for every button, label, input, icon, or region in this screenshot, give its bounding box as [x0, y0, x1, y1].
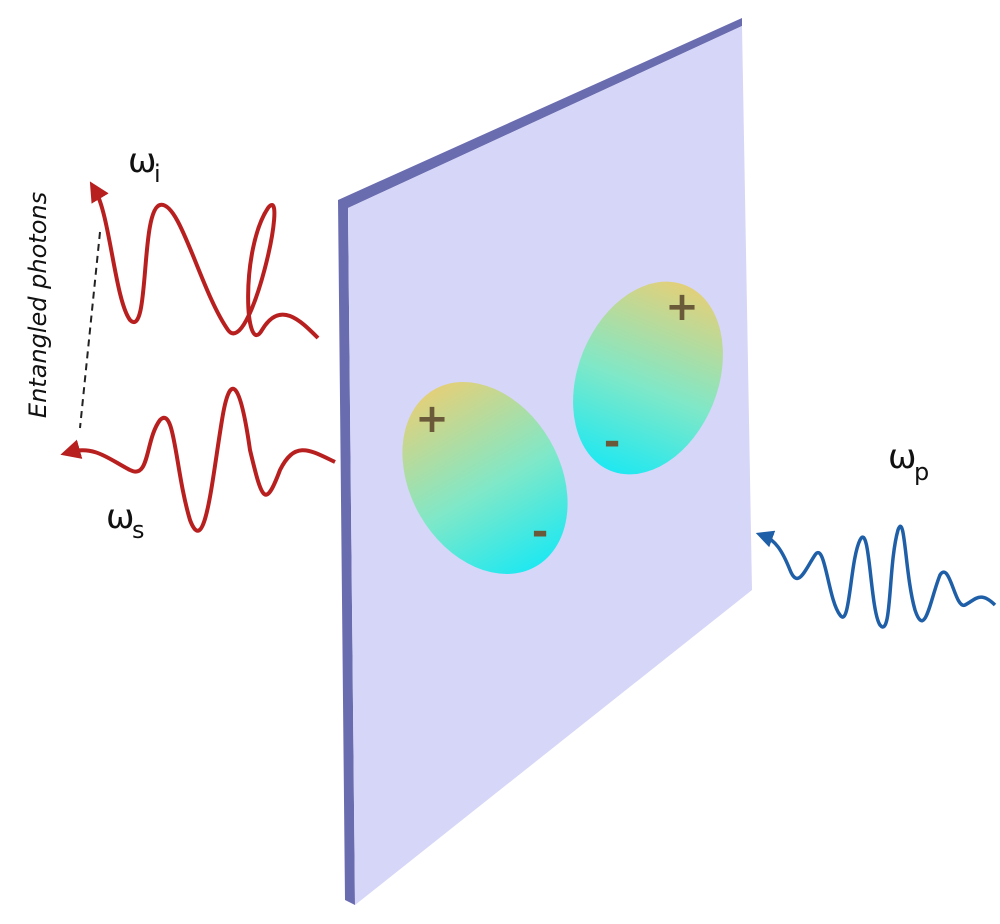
- subscript: p: [914, 458, 929, 486]
- subscript: i: [154, 160, 161, 188]
- plus-sign: +: [665, 284, 699, 330]
- entangled-label: Entangled photons: [24, 192, 52, 418]
- idler-wave: [89, 181, 320, 340]
- subscript: s: [132, 516, 145, 544]
- plus-sign: +: [415, 396, 449, 442]
- omega: ω: [106, 497, 134, 537]
- minus-sign: -: [532, 509, 549, 555]
- dipole: [573, 281, 723, 475]
- pump-wave: [755, 524, 997, 629]
- dipole: [402, 382, 568, 574]
- minus-sign: -: [604, 419, 621, 465]
- signal-wave: [60, 386, 336, 533]
- omega: ω: [888, 437, 916, 477]
- omega: ω: [128, 141, 156, 181]
- entanglement-link: [79, 231, 101, 429]
